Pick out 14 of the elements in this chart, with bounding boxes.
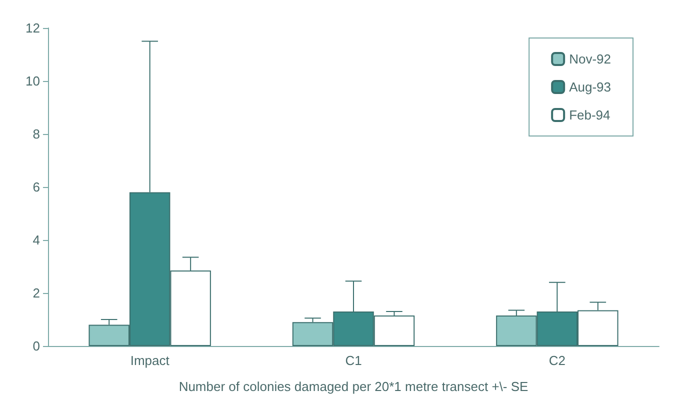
y-tick-label: 6 (32, 180, 40, 194)
y-tick-label: 8 (32, 126, 40, 142)
y-tick-label: 2 (32, 286, 40, 300)
legend-label: Feb-94 (569, 108, 610, 122)
y-tick-label: 4 (32, 232, 40, 248)
legend-label: Aug-93 (569, 80, 611, 94)
legend-label: Nov-92 (569, 52, 611, 66)
x-axis-title: Number of colonies damaged per 20*1 metre transect +\- SE (178, 379, 529, 394)
y-tick-label: 12 (26, 20, 40, 36)
x-tick-label: Impact (130, 353, 170, 368)
x-tick-label: C2 (548, 353, 566, 368)
x-tick-label: C1 (345, 353, 362, 368)
y-tick-label: 10 (26, 74, 40, 88)
y-tick-label: 0 (32, 338, 40, 354)
